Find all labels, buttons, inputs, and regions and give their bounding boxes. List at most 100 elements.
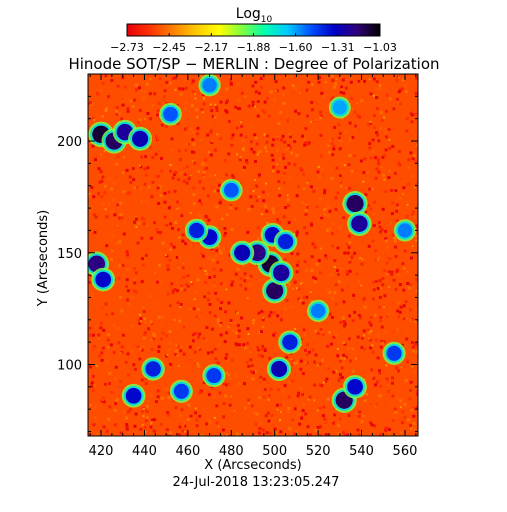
heatmap-pixel [250,364,254,368]
heatmap-pixel [161,331,165,335]
heatmap-pixel [193,350,197,354]
heatmap-pixel [158,77,162,80]
heatmap-pixel [303,334,306,337]
heatmap-pixel [103,382,107,386]
heatmap-pixel [331,78,335,82]
heatmap-pixel [223,231,227,235]
heatmap-pixel [378,394,382,398]
heatmap-pixel [335,333,339,337]
heatmap-pixel [388,97,392,101]
heatmap-pixel [165,434,169,436]
heatmap-pixel [167,190,171,194]
heatmap-pixel [130,296,134,300]
heatmap-pixel [232,329,236,333]
heatmap-pixel [204,280,208,284]
heatmap-pixel [114,377,118,381]
feature-core [273,264,290,282]
heatmap-pixel [108,405,112,409]
heatmap-pixel [136,345,140,349]
heatmap-pixel [345,272,349,276]
heatmap-pixel [414,160,418,164]
heatmap-pixel [343,357,346,360]
heatmap-pixel [120,216,124,220]
heatmap-pixel [368,142,372,146]
heatmap-pixel [90,102,94,106]
heatmap-pixel [143,182,147,186]
heatmap-pixel [190,81,194,85]
heatmap-pixel [247,104,251,108]
heatmap-pixel [384,229,388,233]
heatmap-pixel [197,335,200,339]
heatmap-pixel [103,191,107,194]
heatmap-pixel [334,82,338,86]
heatmap-pixel [125,168,129,172]
heatmap-pixel [262,377,266,381]
heatmap-pixel [374,404,378,408]
heatmap-pixel [338,376,342,380]
heatmap-pixel [124,222,127,225]
heatmap-pixel [265,150,268,153]
feature-core [163,106,178,122]
heatmap-pixel [142,310,146,314]
heatmap-pixel [392,301,396,305]
heatmap-pixel [415,253,418,257]
heatmap-pixel [221,217,224,220]
heatmap-pixel [326,397,330,401]
heatmap-pixel [187,403,191,407]
heatmap-pixel [204,163,208,167]
heatmap-pixel [141,305,145,309]
heatmap-pixel [184,101,188,105]
heatmap-pixel [114,402,118,405]
heatmap-pixel [371,350,375,354]
heatmap-pixel [137,352,140,356]
heatmap-pixel [340,376,344,379]
heatmap-pixel [218,391,222,395]
heatmap-pixel [213,347,217,351]
heatmap-pixel [180,284,184,288]
heatmap-pixel [333,85,337,89]
heatmap-pixel [150,195,154,199]
heatmap-pixel [258,427,262,430]
heatmap-pixel [265,140,269,144]
heatmap-pixel [299,91,301,94]
heatmap-pixel [318,175,322,179]
heatmap-pixel [402,186,406,190]
heatmap-pixel [116,84,120,88]
feature-core [266,282,284,300]
heatmap-pixel [380,339,384,343]
heatmap-pixel [204,158,208,162]
heatmap-pixel [110,187,114,191]
heatmap-pixel [144,155,148,159]
heatmap-pixel [161,316,164,319]
heatmap-pixel [269,311,273,315]
heatmap-pixel [167,396,171,400]
heatmap-pixel [228,253,232,257]
heatmap-pixel [102,328,106,332]
heatmap-pixel [416,389,418,393]
heatmap-pixel [118,240,122,244]
heatmap-pixel [125,416,129,420]
heatmap-pixel [214,103,217,106]
heatmap-pixel [267,398,270,401]
heatmap-pixel [350,97,354,100]
heatmap-pixel [126,107,130,111]
heatmap-pixel [366,203,370,207]
heatmap-pixel [405,214,409,218]
heatmap-pixel [319,133,323,137]
heatmap-pixel [191,90,195,94]
heatmap-pixel [292,287,294,290]
heatmap-pixel [126,289,130,293]
heatmap-pixel [213,115,217,119]
heatmap-pixel [200,108,204,112]
heatmap-pixel [351,135,355,139]
heatmap-pixel [323,94,327,98]
heatmap-pixel [116,154,120,158]
heatmap-pixel [115,162,119,166]
heatmap-pixel [159,231,162,234]
heatmap-pixel [214,121,218,125]
heatmap-pixel [173,172,177,176]
heatmap-pixel [331,232,334,235]
heatmap-pixel [381,207,385,211]
heatmap-pixel [304,361,308,364]
heatmap-pixel [179,129,182,133]
